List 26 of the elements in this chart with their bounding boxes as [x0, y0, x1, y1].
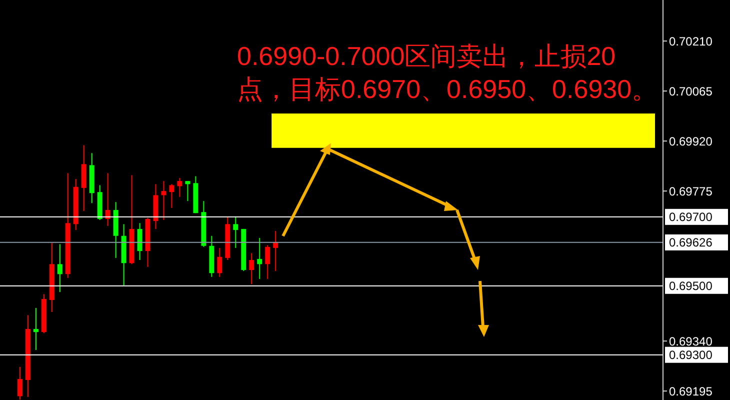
ref-line-label: 0.69700	[669, 210, 713, 224]
candlestick	[169, 184, 174, 208]
candlestick	[81, 144, 86, 212]
ref-line-label: 0.69500	[669, 278, 713, 293]
candlestick	[57, 244, 62, 293]
y-tick-label: 0.69775	[669, 184, 713, 198]
y-tick-label: 0.69340	[669, 334, 713, 348]
y-tick-label: 0.70065	[669, 84, 713, 98]
candlestick	[233, 216, 238, 248]
candlestick	[265, 244, 270, 280]
candlestick	[161, 180, 166, 220]
candlestick	[257, 237, 262, 280]
y-tick-label: 0.69920	[669, 134, 713, 148]
candlestick	[185, 180, 190, 202]
band-label: 0.6990-0.7000区间卖出，止损20点，目标0.6970、0.6950、0.6930。	[237, 40, 659, 106]
y-tick-label: 0.70210	[669, 34, 713, 48]
y-tick-label: 0.69195	[669, 384, 713, 398]
candlestick	[249, 252, 254, 285]
ref-line-label: 0.69300	[669, 348, 713, 362]
candlestick	[273, 230, 278, 272]
candlestick	[137, 222, 142, 260]
candlestick	[177, 177, 182, 198]
candlestick	[33, 307, 38, 350]
candlestick	[217, 247, 222, 278]
ref-line-label: 0.69626	[669, 235, 713, 250]
candlestick	[17, 366, 22, 400]
